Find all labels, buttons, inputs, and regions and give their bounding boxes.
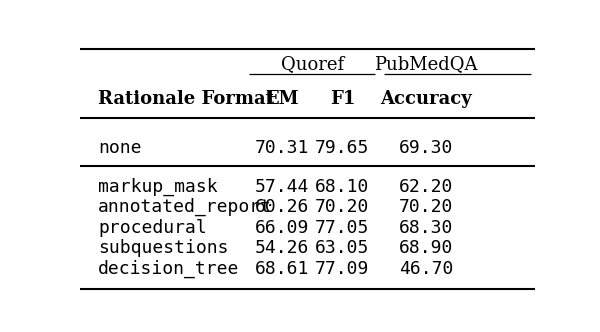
Text: 60.26: 60.26	[255, 198, 309, 216]
Text: annotated_report: annotated_report	[98, 198, 272, 216]
Text: 68.30: 68.30	[399, 219, 453, 237]
Text: decision_tree: decision_tree	[98, 260, 239, 278]
Text: PubMedQA: PubMedQA	[374, 55, 478, 73]
Text: 57.44: 57.44	[255, 178, 309, 196]
Text: F1: F1	[329, 90, 355, 108]
Text: markup_mask: markup_mask	[98, 178, 218, 196]
Text: subquestions: subquestions	[98, 239, 229, 257]
Text: 68.61: 68.61	[255, 260, 309, 278]
Text: Accuracy: Accuracy	[380, 90, 472, 108]
Text: 70.20: 70.20	[315, 198, 370, 216]
Text: procedural: procedural	[98, 219, 207, 237]
Text: 68.90: 68.90	[399, 239, 453, 257]
Text: 70.31: 70.31	[255, 139, 309, 157]
Text: 62.20: 62.20	[399, 178, 453, 196]
Text: 77.05: 77.05	[315, 219, 370, 237]
Text: none: none	[98, 139, 142, 157]
Text: 77.09: 77.09	[315, 260, 370, 278]
Text: 70.20: 70.20	[399, 198, 453, 216]
Text: 63.05: 63.05	[315, 239, 370, 257]
Text: 46.70: 46.70	[399, 260, 453, 278]
Text: 79.65: 79.65	[315, 139, 370, 157]
Text: 68.10: 68.10	[315, 178, 370, 196]
Text: EM: EM	[265, 90, 299, 108]
Text: 69.30: 69.30	[399, 139, 453, 157]
Text: Rationale Format: Rationale Format	[98, 90, 274, 108]
Text: 54.26: 54.26	[255, 239, 309, 257]
Text: Quoref: Quoref	[281, 55, 344, 73]
Text: 66.09: 66.09	[255, 219, 309, 237]
